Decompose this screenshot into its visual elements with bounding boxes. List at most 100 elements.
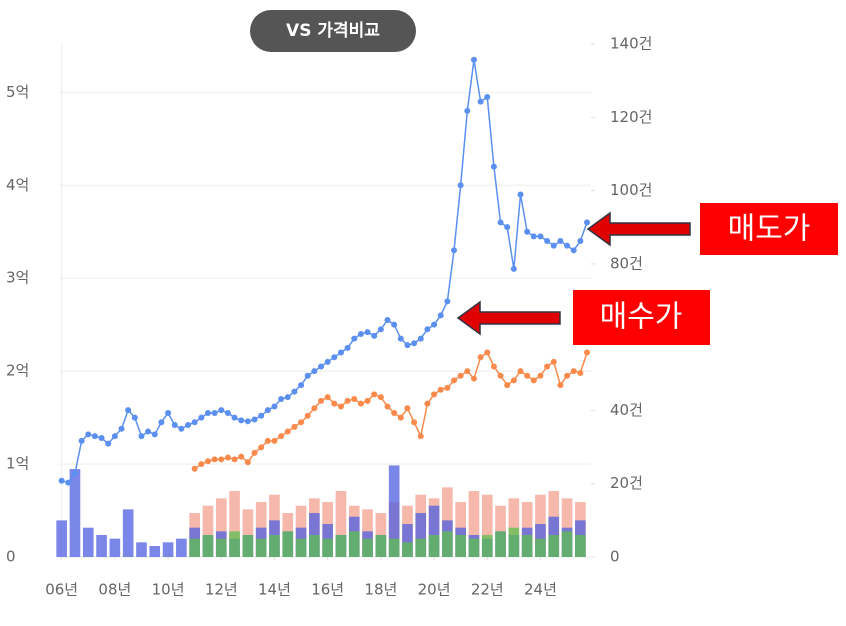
price-point — [298, 419, 305, 426]
price-point — [570, 247, 577, 254]
price-point — [271, 403, 278, 410]
price-point — [125, 407, 132, 414]
y2-tick-label: 80건 — [610, 254, 643, 272]
price-point — [291, 423, 298, 430]
compare-button-label[interactable]: VS 가격비교 — [286, 21, 380, 41]
price-point — [344, 344, 351, 351]
y-tick-label: 3억 — [6, 269, 29, 287]
price-point — [231, 414, 238, 421]
price-point — [550, 242, 557, 249]
price-point — [477, 98, 484, 105]
price-point — [457, 372, 464, 379]
compare-button[interactable] — [250, 10, 416, 52]
price-point — [584, 349, 591, 356]
volume-bar — [109, 538, 121, 557]
arrow — [586, 211, 691, 247]
volume-bar — [136, 542, 147, 557]
volume-bar — [69, 469, 81, 557]
price-point — [138, 433, 145, 440]
price-point — [131, 414, 138, 421]
volume-bar — [282, 531, 294, 557]
price-point — [178, 425, 185, 432]
price-point — [497, 372, 504, 379]
y-tick-label: 5억 — [6, 83, 29, 101]
volume-bar — [189, 538, 200, 557]
price-point — [570, 368, 577, 375]
volume-bar — [149, 546, 161, 557]
price-point — [431, 391, 438, 398]
price-point — [357, 330, 364, 337]
x-tick-label: 22년 — [471, 581, 504, 599]
volume-bar — [162, 542, 174, 557]
price-point — [544, 238, 551, 245]
volume-bar — [575, 535, 586, 557]
volume-bar — [362, 538, 373, 557]
price-point — [424, 400, 431, 407]
volume-bar — [468, 538, 480, 557]
volume-bar — [561, 531, 573, 557]
price-point — [417, 335, 424, 342]
price-point — [198, 461, 205, 468]
volume-bar — [202, 535, 214, 557]
price-point — [377, 394, 384, 401]
price-point — [564, 242, 571, 249]
price-point — [564, 372, 571, 379]
price-point — [510, 377, 517, 384]
price-point — [324, 358, 331, 365]
x-tick-label: 14년 — [258, 581, 291, 599]
price-point — [231, 456, 238, 463]
price-point — [324, 394, 331, 401]
x-tick-label: 16년 — [311, 581, 344, 599]
volume-bar — [428, 505, 440, 557]
price-point — [357, 400, 364, 407]
y2-tick-label: 20건 — [610, 474, 643, 492]
volume-bar — [442, 531, 453, 557]
price-point — [145, 428, 152, 435]
price-point — [470, 375, 477, 382]
volume-bar — [202, 505, 214, 557]
volume-bar — [215, 498, 227, 557]
price-point — [191, 419, 198, 426]
y2-tick-label: 0 — [610, 548, 620, 566]
price-point — [537, 233, 544, 240]
x-tick-label: 06년 — [45, 581, 78, 599]
price-point — [411, 419, 418, 426]
price-point — [484, 349, 491, 356]
annotation: 매도가 — [728, 212, 811, 247]
price-point — [218, 456, 225, 463]
price-point — [318, 397, 325, 404]
volume-bar — [415, 513, 427, 557]
price-point — [584, 219, 591, 226]
volume-bar — [495, 531, 506, 557]
price-point — [424, 326, 431, 333]
y-tick-label: 2억 — [6, 362, 29, 380]
price-point — [118, 425, 125, 432]
x-tick-label: 08년 — [98, 581, 131, 599]
price-point — [85, 431, 92, 438]
price-point — [344, 397, 351, 404]
price-point — [371, 391, 378, 398]
price-point — [331, 354, 338, 361]
arrow — [456, 300, 561, 336]
volume-bar — [242, 535, 254, 557]
plot-area: 01억2억3억4억5억020건40건60건80건100건120건140건06년0… — [6, 35, 652, 599]
y2-tick-label: 100건 — [610, 181, 652, 199]
price-point — [550, 358, 557, 365]
price-point — [557, 238, 564, 245]
price-point — [577, 238, 584, 245]
price-point — [437, 386, 444, 393]
volume-bar — [96, 535, 107, 557]
price-point — [404, 405, 411, 412]
price-point — [364, 329, 371, 336]
volume-bar — [481, 535, 493, 557]
y2-tick-label: 140건 — [610, 35, 652, 53]
price-point — [204, 458, 211, 465]
price-point — [271, 437, 278, 444]
volume-bar — [388, 538, 400, 557]
price-point — [171, 422, 178, 429]
price-point — [411, 340, 418, 347]
annotation-box — [573, 290, 710, 345]
price-point — [251, 416, 258, 423]
volume-bar — [535, 538, 546, 557]
price-point — [158, 419, 165, 426]
